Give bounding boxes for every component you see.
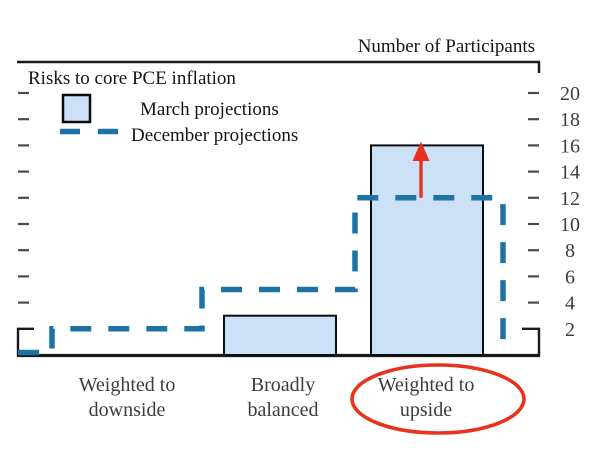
y-axis-tick-label: 18 — [560, 109, 580, 131]
x-axis-label-line2: downside — [89, 399, 166, 421]
y-axis-tick-label: 4 — [565, 293, 575, 315]
y-axis-tick-label: 8 — [565, 240, 575, 262]
y-axis-tick-label: 12 — [560, 188, 580, 210]
december-projections-line — [18, 195, 506, 356]
x-axis-label-line2: balanced — [247, 399, 318, 421]
march-projection-bar — [370, 144, 484, 356]
x-axis-label-line2: upside — [400, 399, 452, 421]
march-projection-bar — [223, 314, 337, 357]
increase-arrow-icon — [412, 141, 430, 161]
y-axis-tick-label: 16 — [560, 135, 580, 157]
y-axis-tick-label: 14 — [560, 162, 580, 184]
x-axis-label-line1: Weighted to — [79, 374, 176, 396]
highlight-ellipse — [350, 363, 526, 435]
chart-title: Risks to core PCE inflation — [28, 68, 236, 89]
y-axis-tick-label: 20 — [560, 83, 580, 105]
y-axis-tick-label: 6 — [565, 266, 575, 288]
legend-december-label: December projections — [131, 125, 298, 146]
y-axis-tick-label: 10 — [560, 214, 580, 236]
y-axis-corner-tick-right — [522, 327, 541, 356]
legend-march-label: March projections — [140, 99, 279, 120]
x-axis-label-line1: Weighted to — [378, 374, 475, 396]
y-axis-corner-tick-left — [16, 327, 34, 356]
axis-title: Number of Participants — [358, 36, 535, 57]
legend-march-swatch — [61, 93, 92, 124]
x-axis-label-line1: Broadly — [251, 374, 315, 396]
y-axis-tick-label: 2 — [565, 319, 575, 341]
